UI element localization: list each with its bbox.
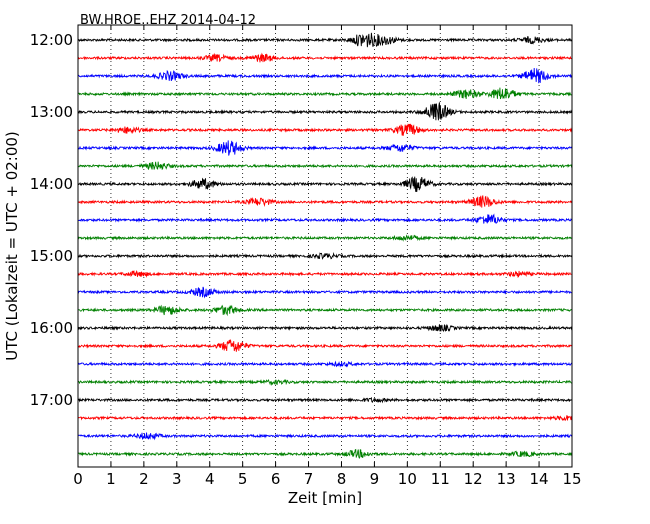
y-axis-label: UTC (Lokalzeit = UTC + 02:00) (3, 131, 21, 361)
seismogram-trace (77, 213, 573, 224)
y-tick-label: 15:00 (30, 247, 73, 265)
x-tick-label: 9 (370, 470, 380, 488)
x-tick-label: 10 (398, 470, 417, 488)
x-tick-label: 13 (497, 470, 516, 488)
seismogram-trace (77, 323, 573, 333)
seismogram-trace (77, 195, 573, 208)
y-tick-label: 16:00 (30, 319, 73, 337)
seismogram-trace (77, 360, 573, 368)
tick-layer: 0 1 2 3 4 5 6 7 8 9 10 11 12 13 14 1512:0013:0014:0015:… (30, 25, 582, 488)
chart-title: BW.HROE..EHZ 2014-04-12 (80, 13, 256, 28)
seismogram-trace (77, 448, 573, 460)
seismogram-trace (77, 68, 573, 84)
seismogram-trace (77, 32, 573, 48)
seismogram-trace (77, 140, 573, 156)
x-tick-label: 1 (106, 470, 116, 488)
x-tick-label: 12 (464, 470, 483, 488)
seismogram-trace (77, 161, 573, 171)
y-tick-label: 12:00 (30, 31, 73, 49)
trace-layer (77, 32, 573, 460)
x-tick-label: 14 (530, 470, 549, 488)
seismogram-trace (77, 176, 573, 193)
seismogram-trace (77, 415, 573, 422)
x-tick-label: 4 (205, 470, 215, 488)
y-tick-label: 14:00 (30, 175, 73, 193)
x-tick-label: 3 (172, 470, 182, 488)
seismogram-trace (77, 123, 573, 136)
x-axis-label: Zeit [min] (288, 489, 362, 507)
y-tick-label: 17:00 (30, 391, 73, 409)
x-tick-label: 8 (337, 470, 347, 488)
seismogram-trace (77, 304, 573, 317)
x-tick-label: 11 (431, 470, 450, 488)
seismogram-trace (77, 269, 573, 278)
y-tick-label: 13:00 (30, 103, 73, 121)
seismogram-trace (77, 102, 573, 121)
seismogram-trace (77, 338, 573, 352)
seismogram-trace (77, 286, 573, 299)
seismogram-trace (77, 234, 573, 242)
plot-frame (77, 24, 573, 468)
x-tick-label: 2 (139, 470, 149, 488)
seismogram-trace (77, 52, 573, 63)
x-tick-label: 7 (304, 470, 314, 488)
seismogram-trace (77, 251, 573, 260)
x-tick-label: 6 (271, 470, 281, 488)
x-tick-label: 15 (562, 470, 581, 488)
x-tick-label: 5 (238, 470, 248, 488)
seismogram-trace (77, 378, 573, 386)
grid-layer (110, 25, 540, 467)
seismogram-trace (77, 87, 573, 100)
seismogram-trace (77, 396, 573, 404)
seismogram-trace (77, 432, 573, 441)
x-tick-label: 0 (73, 470, 83, 488)
